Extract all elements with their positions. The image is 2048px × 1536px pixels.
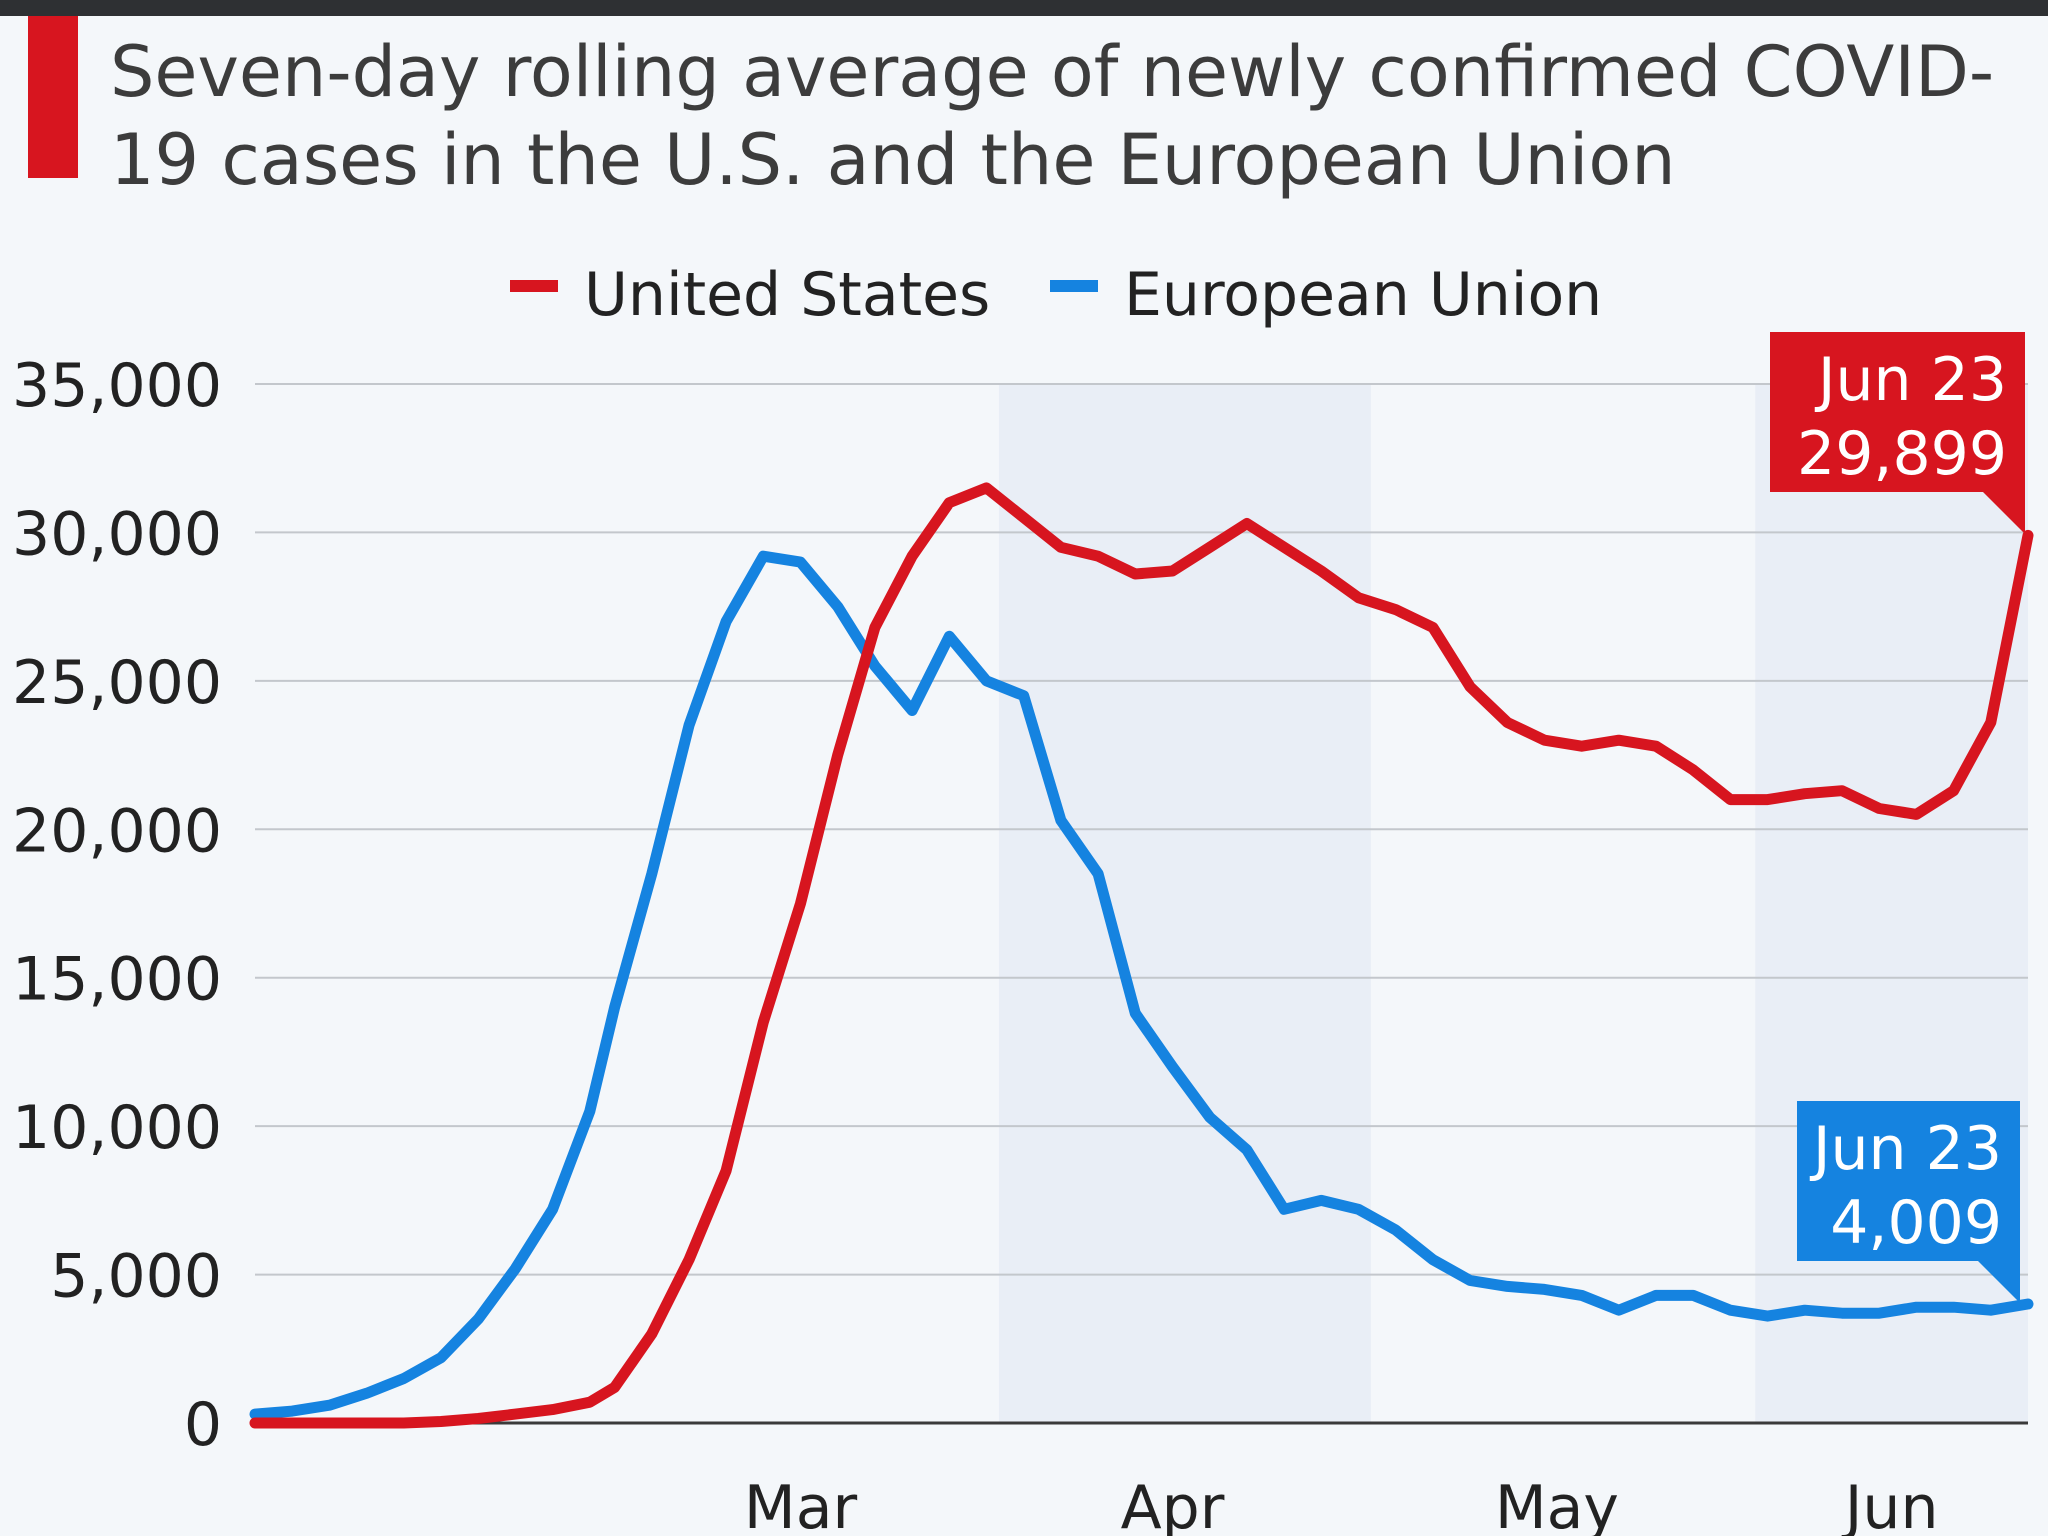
y-tick-label: 35,000 [12,351,222,421]
y-tick-label: 15,000 [12,945,222,1015]
x-tick-label: Apr [1121,1473,1225,1536]
chart-title: Seven-day rolling average of newly confi… [110,31,1995,201]
x-tick-label: May [1495,1473,1619,1536]
x-tick-label: Mar [744,1473,858,1536]
y-tick-label: 30,000 [12,499,222,569]
callout-date: Jun 23 [1809,1114,2002,1184]
callout-box-european-union [1797,1101,2020,1261]
callout-date: Jun 23 [1814,345,2007,415]
callout-value: 4,009 [1830,1188,2002,1258]
legend-swatch [1050,280,1098,292]
y-tick-label: 25,000 [12,648,222,718]
callout-box-united-states [1770,332,2025,492]
series-line-european-union [249,550,2034,1420]
callout-value: 29,899 [1797,419,2007,489]
legend-label: United States [584,260,990,330]
callout-pointer-united-states [1983,492,2025,534]
y-tick-label: 20,000 [12,796,222,866]
y-tick-label: 10,000 [12,1093,222,1163]
chart-canvas: Seven-day rolling average of newly confi… [0,16,2048,1536]
x-tick-label: Jun [1841,1473,1939,1536]
legend-label: European Union [1124,260,1602,330]
legend-swatch [510,280,558,292]
series-line-united-states [249,482,2034,1429]
title-accent-bar [28,16,78,178]
line-chart: 0 5,000 10,000 15,000 20,000 25,000 30,000 35,0… [12,260,2034,1536]
callout-pointer-european-union [1978,1261,2020,1303]
y-tick-label: 0 [184,1390,222,1460]
y-tick-label: 5,000 [50,1242,222,1312]
